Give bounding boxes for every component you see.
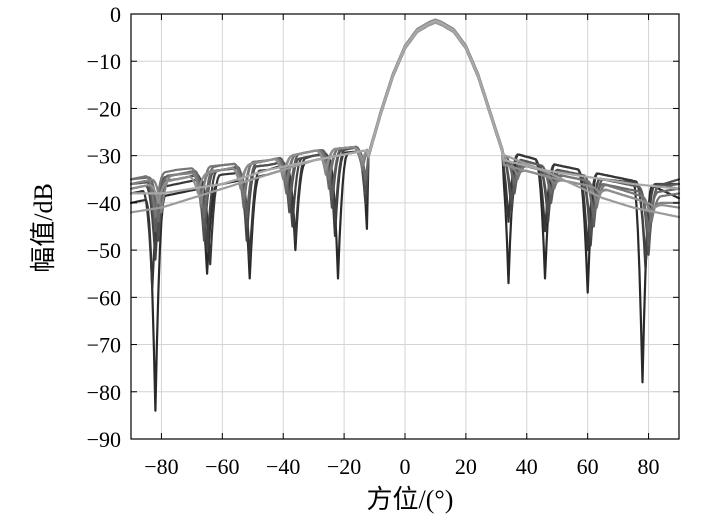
ticks: −80 −60 −40 −20 0 20 40 60 80 0 −10 −20 −30 −40 −50 −60… <box>87 2 679 479</box>
x-tick-label: −40 <box>266 454 300 479</box>
y-tick-label: −40 <box>87 191 121 216</box>
x-tick-label: 80 <box>638 454 660 479</box>
y-tick-label: −50 <box>87 238 121 263</box>
y-tick-label: −20 <box>87 96 121 121</box>
y-tick-label: −90 <box>87 427 121 452</box>
x-tick-label: −80 <box>144 454 178 479</box>
y-tick-label: −10 <box>87 49 121 74</box>
y-tick-label: −70 <box>87 333 121 358</box>
y-tick-label: −30 <box>87 144 121 169</box>
x-tick-label: −60 <box>205 454 239 479</box>
x-tick-label: 0 <box>400 454 411 479</box>
x-tick-label: 60 <box>577 454 599 479</box>
y-tick-label: −80 <box>87 380 121 405</box>
series-line <box>129 20 681 195</box>
x-tick-label: 20 <box>455 454 477 479</box>
series-layer <box>129 18 681 412</box>
y-axis-label: 幅值/dB <box>29 183 58 273</box>
y-tick-label: −60 <box>87 285 121 310</box>
x-axis-label: 方位/(°) <box>367 485 454 514</box>
x-tick-label: −20 <box>327 454 361 479</box>
x-tick-label: 40 <box>516 454 538 479</box>
y-tick-label: 0 <box>110 2 121 27</box>
